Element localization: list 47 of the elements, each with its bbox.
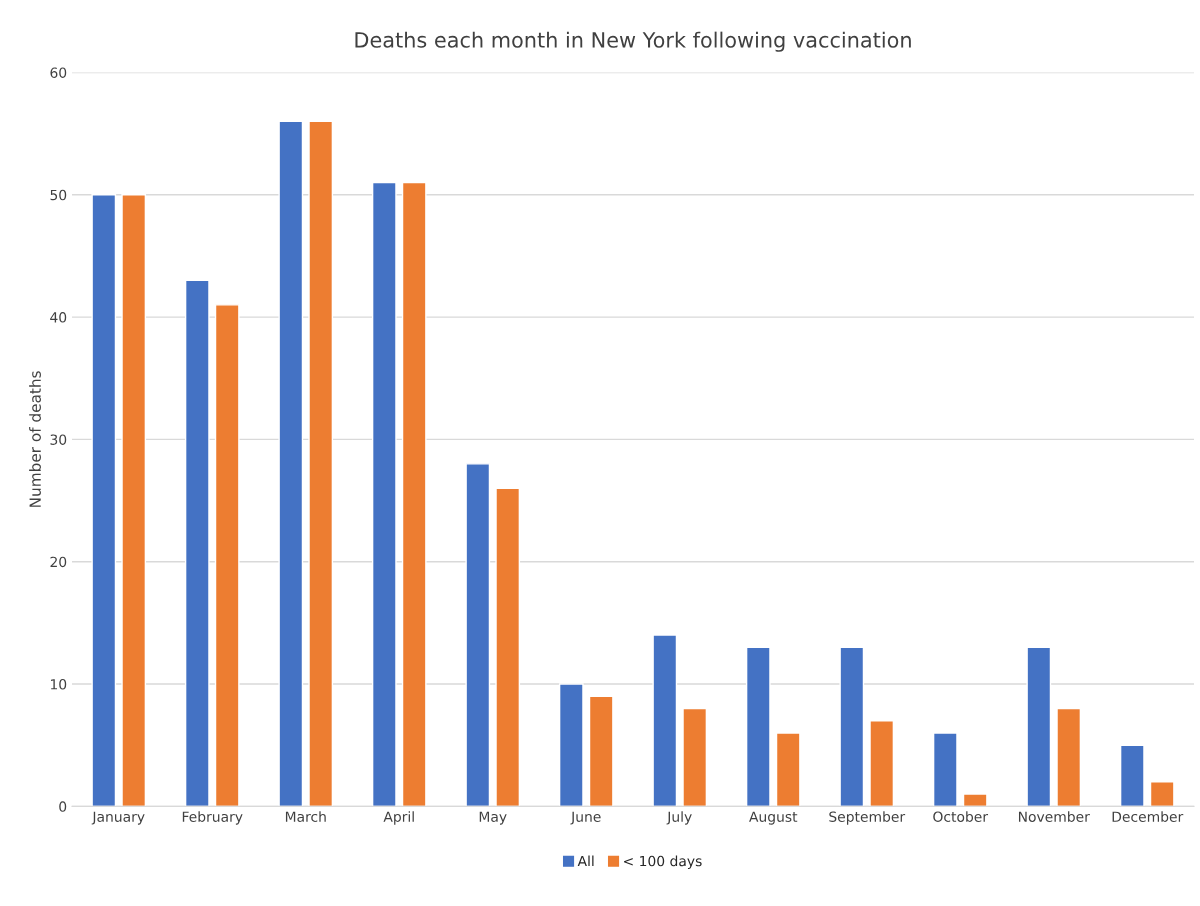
y-axis-title: Number of deaths [29, 371, 41, 507]
y-tick-label: 30 [50, 434, 67, 445]
bar [1026, 646, 1052, 807]
bar [652, 634, 678, 807]
bar [682, 707, 708, 807]
y-tick-label: 50 [50, 189, 67, 201]
bar [308, 120, 334, 807]
y-tick-label: 40 [50, 312, 67, 323]
x-tick-label: February [182, 811, 243, 825]
legend-label: < 100 days [624, 855, 702, 869]
bar [121, 194, 147, 807]
x-tick-label: September [829, 811, 906, 825]
x-tick-label: December [1112, 811, 1184, 822]
bar [465, 463, 491, 807]
y-tick-label: 0 [59, 801, 67, 812]
bar [184, 279, 210, 807]
x-tick-label: October [933, 811, 989, 822]
bar [214, 304, 240, 807]
x-tick-label: April [383, 811, 414, 825]
bar [1056, 707, 1082, 807]
bar [932, 732, 958, 807]
bar [558, 683, 584, 807]
bar [278, 120, 304, 807]
bar [91, 194, 117, 807]
x-tick-label: May [479, 811, 507, 825]
chart-title: Deaths each month in New York following vaccination [355, 31, 911, 52]
x-tick-label: November [1018, 811, 1090, 822]
x-tick-label: January [91, 811, 145, 825]
bar [1119, 744, 1145, 807]
bar [371, 181, 397, 807]
legend-label: All [577, 855, 594, 867]
y-tick-label: 20 [50, 556, 67, 568]
x-tick-label: August [749, 811, 798, 825]
bar [775, 732, 801, 807]
x-tick-label: July [666, 811, 692, 825]
bar [495, 487, 521, 807]
bar [588, 695, 614, 807]
x-tick-label: March [285, 811, 326, 822]
bar [401, 181, 427, 807]
bar [839, 646, 865, 807]
y-tick-label: 60 [50, 67, 67, 78]
y-tick-label: 10 [50, 679, 67, 690]
bar [869, 720, 895, 807]
bar [1149, 781, 1175, 807]
x-tick-label: June [570, 811, 601, 825]
bar [962, 793, 988, 807]
bar [745, 646, 771, 807]
